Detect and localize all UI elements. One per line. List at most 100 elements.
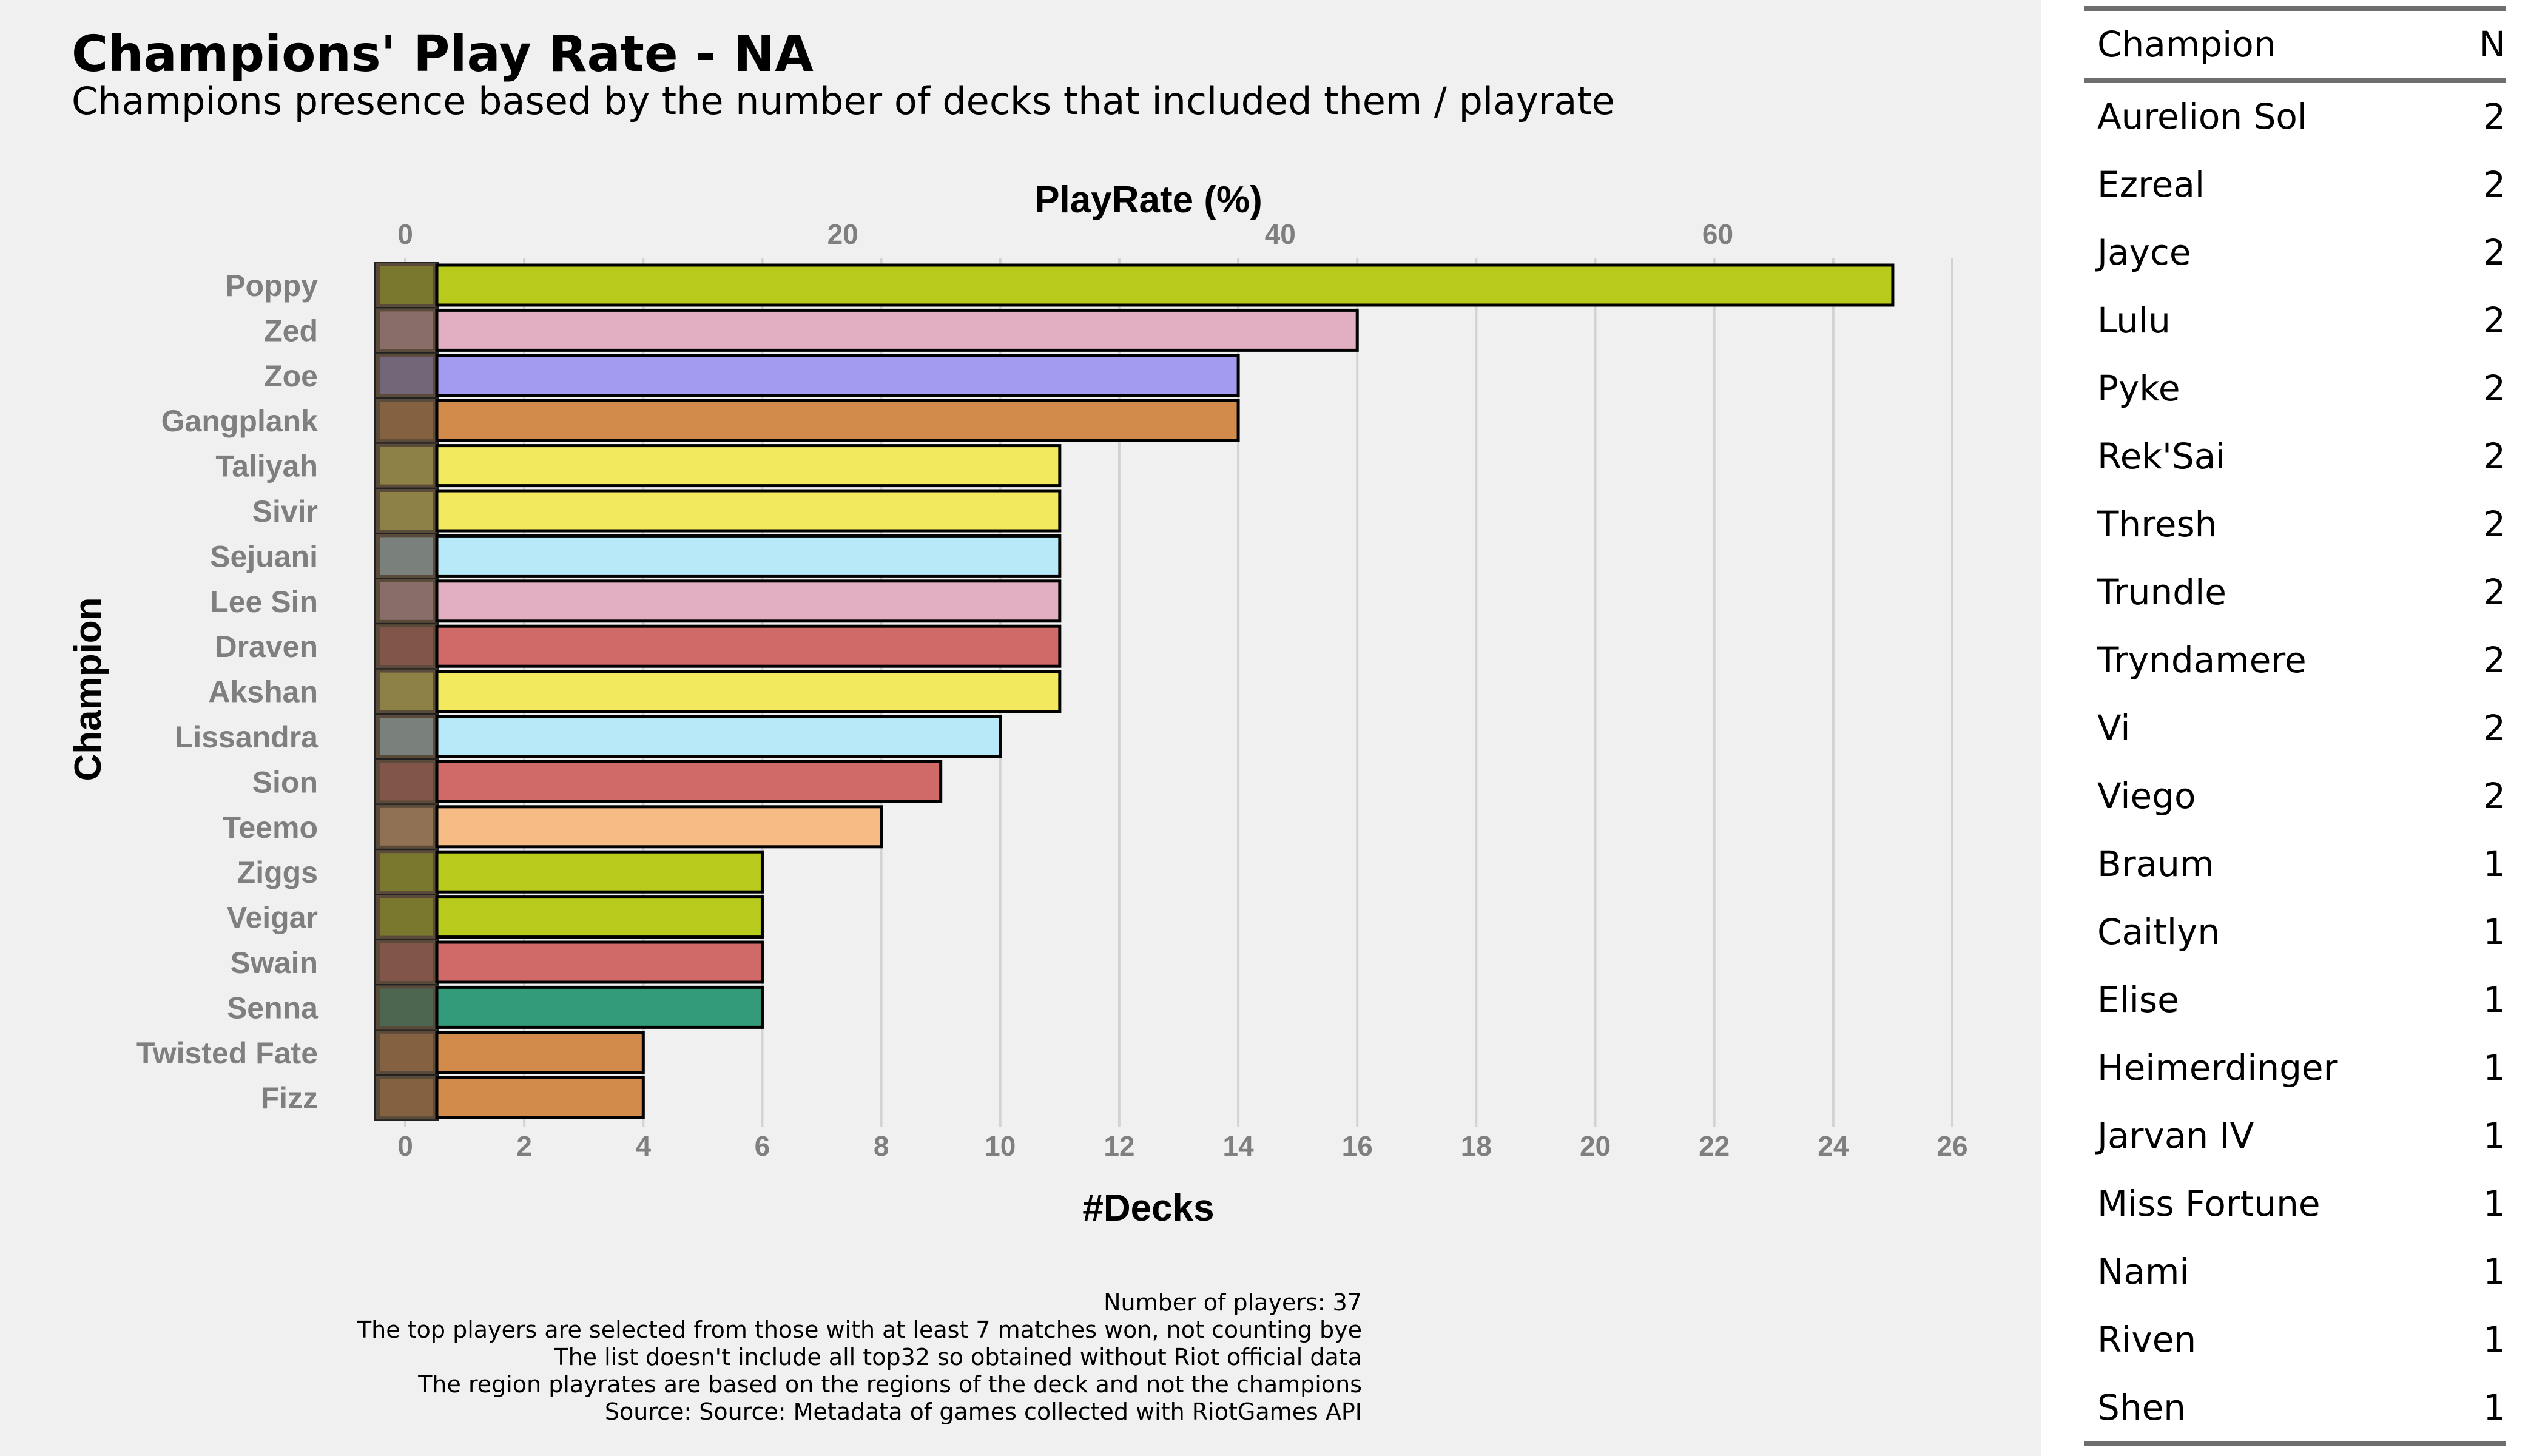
count-cell: 2 (2483, 300, 2506, 341)
bar (435, 444, 1062, 488)
bar (435, 715, 1002, 758)
champion-name-cell: Aurelion Sol (2097, 96, 2308, 137)
champion-name-cell: Caitlyn (2097, 911, 2220, 952)
champion-name-cell: Elise (2097, 979, 2179, 1020)
chart-caption: Number of players: 37 The top players ar… (357, 1289, 1362, 1426)
table-row: Jarvan IV 1 (2084, 1102, 2506, 1170)
count-cell: 1 (2483, 1183, 2506, 1224)
champion-name-cell: Nami (2097, 1251, 2189, 1292)
champion-thumbnail-tint (380, 1079, 433, 1117)
x-tick-label: 18 (1461, 1130, 1492, 1162)
count-cell: 1 (2483, 1115, 2506, 1156)
bar (435, 805, 883, 849)
header-n: N (2479, 24, 2506, 65)
bar (435, 308, 1359, 352)
category-label: Twisted Fate (136, 1036, 318, 1070)
bar (435, 985, 764, 1029)
category-label: Lee Sin (210, 585, 318, 619)
bar (435, 579, 1062, 623)
y-axis-title: Champion (67, 597, 109, 781)
champion-thumbnail-tint (380, 943, 433, 981)
count-cell: 2 (2483, 96, 2506, 137)
secondary-x-tick-label: 20 (827, 218, 858, 250)
category-label: Fizz (261, 1081, 318, 1115)
champion-thumbnail (374, 668, 439, 715)
table-row: Riven 1 (2084, 1306, 2506, 1373)
count-cell: 1 (2483, 1319, 2506, 1360)
table-row: Thresh 2 (2084, 490, 2506, 558)
table-panel (2041, 0, 2548, 1456)
champion-thumbnail-tint (380, 672, 433, 710)
champion-thumbnail-tint (380, 763, 433, 801)
table-row: Viego 2 (2084, 762, 2506, 830)
category-label: Swain (231, 946, 318, 980)
count-cell: 1 (2483, 1251, 2506, 1292)
bar (435, 1031, 645, 1074)
champion-thumbnail-tint (380, 492, 433, 530)
x-tick-label: 6 (755, 1130, 770, 1162)
champion-name-cell: Shen (2097, 1387, 2186, 1428)
count-cell: 2 (2483, 775, 2506, 817)
count-cell: 2 (2483, 164, 2506, 205)
champion-thumbnail-tint (380, 853, 433, 891)
category-label: Veigar (227, 901, 318, 935)
count-cell: 2 (2483, 571, 2506, 613)
x-tick-label: 16 (1342, 1130, 1373, 1162)
champion-name-cell: Braum (2097, 843, 2214, 885)
count-cell: 2 (2483, 436, 2506, 477)
table-row: Miss Fortune 1 (2084, 1170, 2506, 1238)
champion-thumbnail (374, 1074, 439, 1121)
champion-thumbnail-tint (380, 311, 433, 349)
category-label: Sivir (252, 494, 318, 528)
category-label: Poppy (225, 269, 318, 303)
bar (435, 940, 764, 984)
x-tick-labels: 0 2 4 6 8 10 12 14 16 18 20 22 24 26 (397, 1130, 1967, 1162)
secondary-x-axis-title: PlayRate (%) (1034, 179, 1262, 221)
category-label: Zed (264, 314, 318, 348)
champion-name-cell: Tryndamere (2097, 639, 2307, 681)
champion-name-cell: Jarvan IV (2097, 1115, 2254, 1156)
bar (435, 1076, 645, 1119)
table-row: Heimerdinger 1 (2084, 1034, 2506, 1102)
bar (435, 850, 764, 894)
bar (435, 489, 1062, 533)
champion-thumbnail (374, 1029, 439, 1076)
champion-name-cell: Heimerdinger (2097, 1047, 2338, 1088)
x-tick-label: 26 (1936, 1130, 1967, 1162)
champion-thumbnail (374, 352, 439, 399)
champion-name-cell: Ezreal (2097, 164, 2205, 205)
champion-name-cell: Thresh (2097, 504, 2217, 545)
count-cell: 2 (2483, 232, 2506, 273)
bar (435, 534, 1062, 578)
x-tick-label: 24 (1818, 1130, 1849, 1162)
x-axis-title: #Decks (1082, 1187, 1214, 1229)
chart-subtitle: Champions presence based by the number o… (72, 79, 1615, 123)
caption-players: Number of players: 37 (1104, 1289, 1362, 1316)
chart-title: Champions' Play Rate - NA (72, 25, 814, 83)
x-tick-label: 8 (874, 1130, 889, 1162)
champion-name-cell: Lulu (2097, 300, 2171, 341)
x-tick-label: 10 (985, 1130, 1016, 1162)
secondary-x-tick-labels: 0 20 40 60 (397, 218, 1733, 250)
caption-region-note: The region playrates are based on the re… (418, 1371, 1362, 1398)
champion-thumbnail-tint (380, 402, 433, 440)
champion-thumbnail-tint (380, 447, 433, 485)
bar (435, 354, 1240, 397)
caption-list-note: The list doesn't include all top32 so ob… (554, 1344, 1362, 1370)
champion-thumbnail-tint (380, 582, 433, 620)
secondary-x-tick-label: 60 (1702, 218, 1733, 250)
count-cell: 1 (2483, 979, 2506, 1020)
count-cell: 2 (2483, 368, 2506, 409)
table-row: Shen 1 (2084, 1373, 2506, 1444)
count-cell: 2 (2483, 639, 2506, 681)
x-tick-label: 0 (397, 1130, 413, 1162)
champion-name-cell: Vi (2097, 707, 2131, 749)
x-tick-label: 22 (1699, 1130, 1730, 1162)
champion-thumbnails (374, 262, 439, 1121)
table-row: Ezreal 2 (2084, 150, 2506, 218)
category-labels: Poppy Zed Zoe Gangplank Taliyah Sivir Sejuani L… (136, 269, 318, 1115)
table-row: Aurelion Sol 2 (2084, 80, 2506, 150)
champion-name-cell: Pyke (2097, 368, 2180, 409)
champion-thumbnail-tint (380, 356, 433, 394)
bar (435, 760, 943, 803)
